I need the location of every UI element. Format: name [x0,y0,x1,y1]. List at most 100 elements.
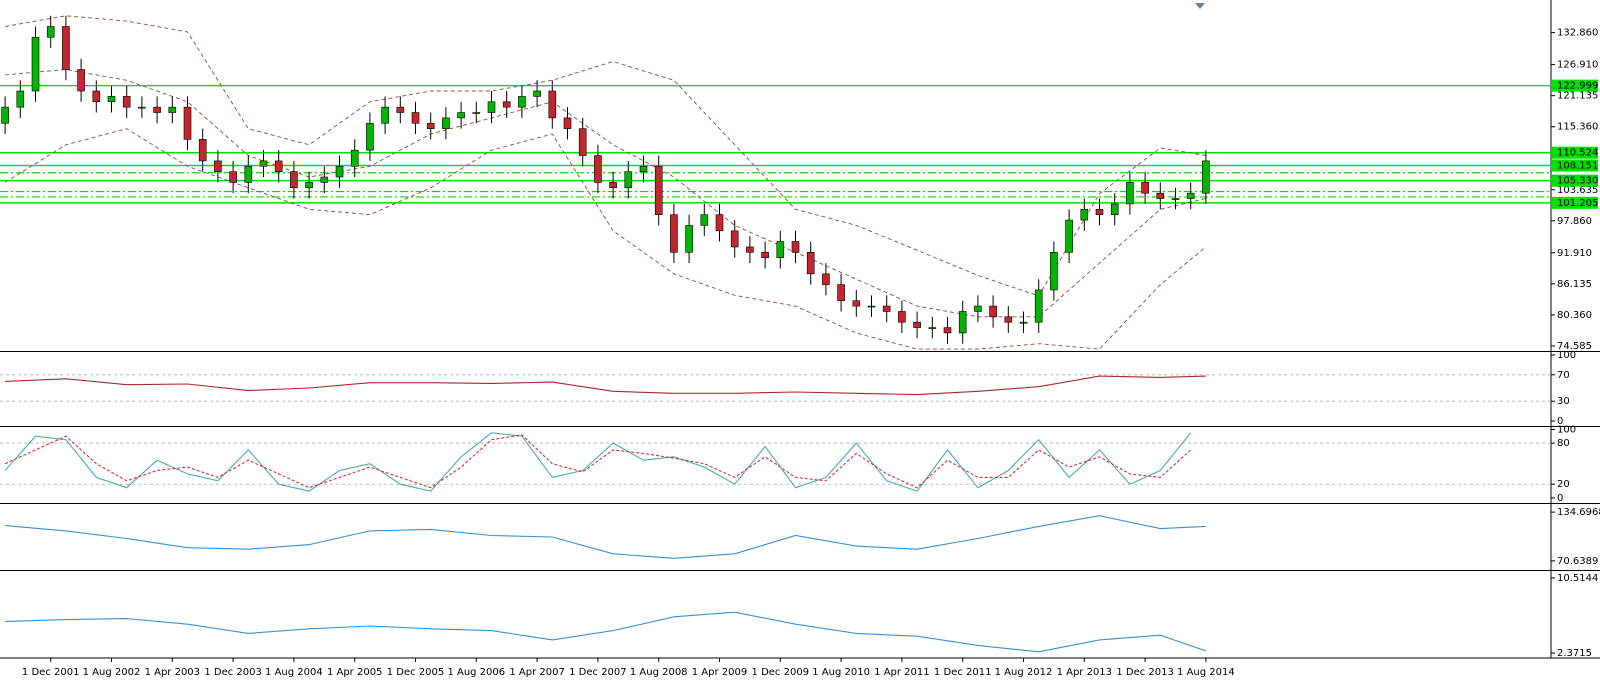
candle-body [229,171,237,183]
candle-body [62,26,70,70]
candle-body [138,106,146,109]
band-line [5,15,1206,297]
x-tick-label: 1 Aug 2008 [630,667,688,678]
candle-body [77,69,85,92]
candle-body [776,241,785,258]
candle-body [472,112,481,114]
candle-body [989,305,997,318]
candle-body [913,321,921,328]
candle-body [350,149,359,167]
x-tick-label: 1 Dec 2013 [1116,667,1174,678]
candle-body [1202,160,1210,194]
x-tick-label: 1 Apr 2009 [692,667,747,678]
candle-body [502,101,511,108]
level-label-box [1552,174,1598,187]
x-tick-label: 1 Dec 2001 [22,667,80,678]
candle-body [198,139,207,162]
indicator-line [4,432,1192,492]
candle-body [274,160,283,172]
level-label: 101.205 [1557,198,1598,209]
candle-body [791,241,800,253]
candle-body [426,122,435,129]
candle-body [305,182,313,189]
candle-body [1,106,9,124]
candle-body [92,90,101,103]
candle-body [411,112,420,124]
candle-body [1126,182,1134,205]
x-tick-label: 1 Apr 2005 [327,667,382,678]
y-tick-label: 70.6389 [1557,556,1598,567]
x-tick-label: 1 Apr 2003 [145,667,200,678]
y-tick-label: 20 [1557,479,1570,490]
y-tick-label: 103.635 [1557,185,1598,196]
x-tick-label: 1 Apr 2013 [1057,667,1112,678]
candle-body [806,252,815,275]
candle-body [366,122,374,151]
candle-body [290,171,298,189]
y-tick-label: 121.135 [1557,91,1598,102]
candle-body [852,300,861,307]
x-tick-label: 1 Aug 2014 [1177,667,1235,678]
x-tick-label: 1 Aug 2004 [265,667,323,678]
y-tick-label: 80 [1557,438,1570,449]
x-tick-label: 1 Dec 2003 [204,667,262,678]
indicator-line [5,515,1206,559]
x-tick-label: 1 Aug 2002 [83,667,141,678]
candle-body [1019,321,1028,324]
candle-body [609,182,617,189]
candle-body [594,155,602,183]
y-tick-label: 134.6968 [1557,507,1600,518]
candle-body [974,305,982,312]
candle-body [335,165,344,178]
candle-body [867,305,876,308]
y-tick-label: 100 [1557,424,1576,435]
indicator-line [5,611,1207,653]
y-tick-label: 115.360 [1557,122,1598,133]
y-tick-label: 91.910 [1557,248,1592,259]
level-label: 108.151 [1557,160,1598,171]
candle-body [396,106,405,113]
candle-body [1141,182,1149,194]
x-tick-label: 1 Apr 2007 [509,667,564,678]
candle-body [670,214,678,253]
y-tick-label: 74.585 [1557,341,1592,352]
candle-body [1095,209,1104,215]
y-tick-label: 100 [1557,350,1576,361]
candle-body [761,252,769,258]
candle-body [578,128,587,156]
x-tick-label: 1 Aug 2012 [995,667,1053,678]
candle-body [654,165,663,215]
level-label-box [1552,196,1598,209]
candle-body [1171,198,1180,200]
candle-body [746,246,754,253]
candle-body [928,327,937,329]
candle-body [1080,209,1089,221]
x-tick-label: 1 Aug 2010 [812,667,870,678]
candle-body [1034,289,1043,323]
x-tick-label: 1 Dec 2009 [752,667,810,678]
y-tick-label: 132.860 [1557,28,1598,39]
candle-body [1110,203,1119,215]
band-line [4,128,1207,350]
candle-body [168,106,177,113]
candle-body [457,112,465,119]
y-tick-label: 97.860 [1557,216,1592,227]
candle-body [107,96,116,103]
candle-body [563,117,572,129]
x-tick-label: 1 Aug 2006 [447,667,505,678]
level-label-box [1552,79,1598,92]
candle-body [1065,219,1073,253]
y-tick-label: 2.3715 [1557,648,1592,659]
y-tick-label: 0 [1557,416,1563,427]
candle-body [244,165,253,183]
x-tick-label: 1 Dec 2007 [569,667,627,678]
candle-body [548,90,557,119]
x-tick-label: 1 Dec 2011 [934,667,992,678]
y-tick-label: 30 [1557,396,1570,407]
candle-body [16,90,25,108]
candle-body [624,171,633,189]
candle-body [639,165,648,172]
candle-body [259,160,268,167]
candle-body [46,26,55,38]
indicator-line [4,434,1192,489]
